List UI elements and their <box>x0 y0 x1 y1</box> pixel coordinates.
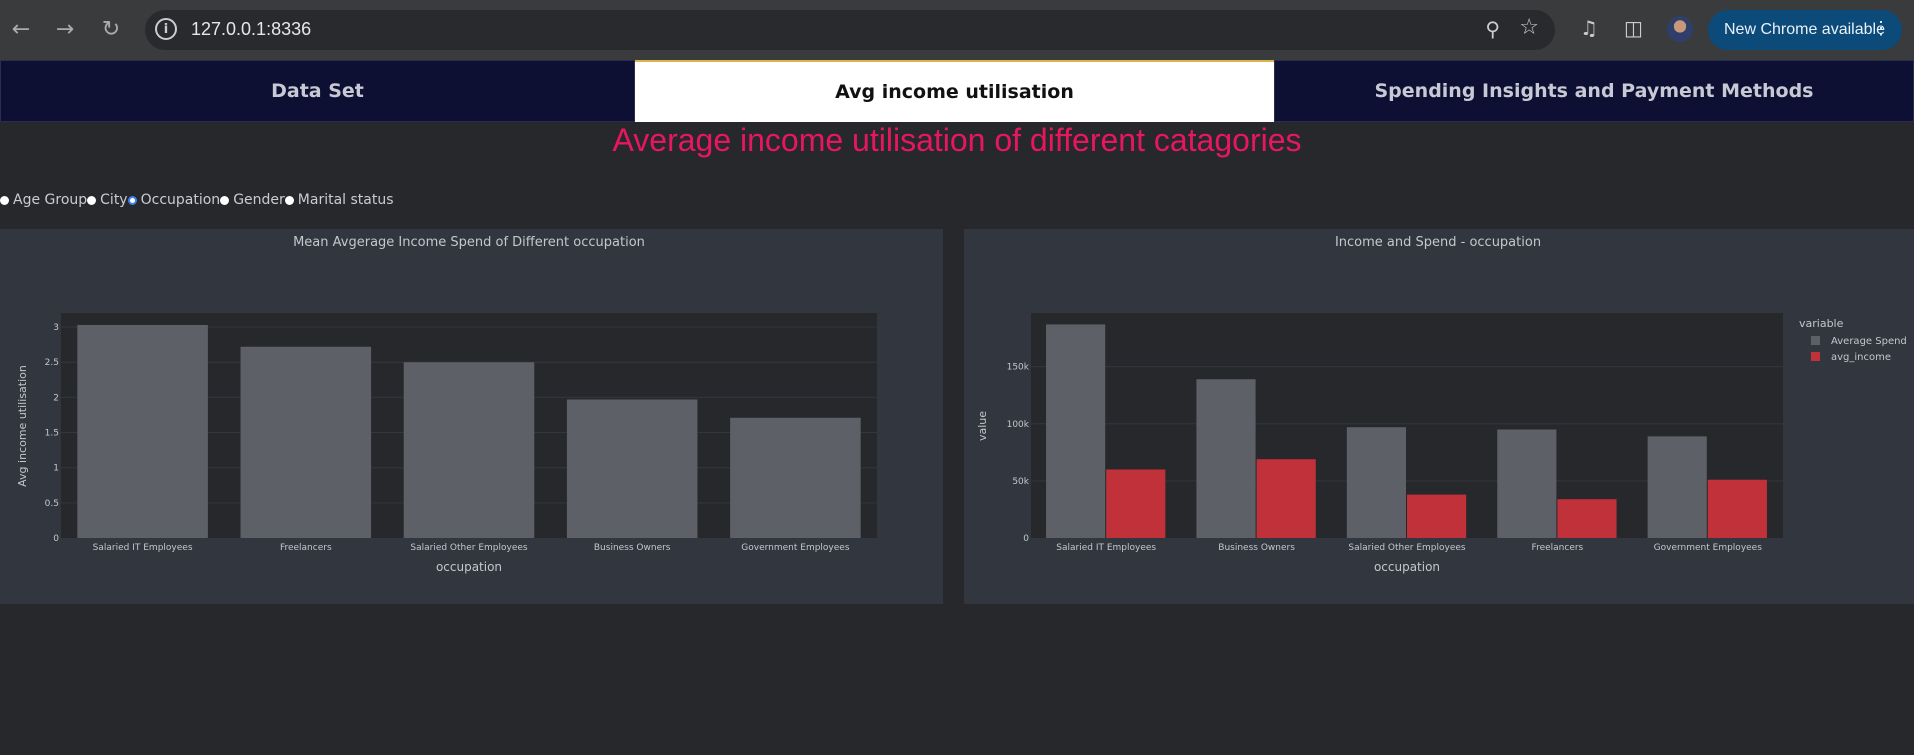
bar-avg-income[interactable] <box>1407 494 1467 538</box>
x-tick-label: Government Employees <box>1654 543 1763 553</box>
bar-average-spend[interactable] <box>1647 436 1707 538</box>
chart-title: Income and Spend - occupation <box>1335 235 1541 250</box>
bar-average-spend[interactable] <box>1346 427 1406 538</box>
tab-avg-income-utilisation[interactable]: Avg income utilisation <box>635 60 1274 122</box>
bar-average-spend[interactable] <box>1046 324 1106 538</box>
media-icon[interactable]: ♫ <box>1580 16 1598 40</box>
y-tick-label: 1.5 <box>45 429 59 439</box>
radio-gender[interactable]: Gender <box>220 192 285 208</box>
legend: variable Average Spend avg_income <box>1799 317 1907 363</box>
new-chrome-button[interactable]: New Chrome available ⋮ <box>1708 10 1902 50</box>
y-tick-label: 2.5 <box>45 358 59 368</box>
radio-label: Marital status <box>297 192 394 208</box>
page-title: Average income utilisation of different … <box>612 122 1302 158</box>
y-axis-label: value <box>976 411 989 441</box>
new-chrome-label: New Chrome available <box>1724 21 1885 38</box>
legend-swatch-avg-income[interactable] <box>1811 352 1820 361</box>
y-tick-label: 50k <box>1012 477 1029 487</box>
forward-arrow-icon[interactable]: → <box>55 16 75 42</box>
chart-panel-utilisation: Mean Avgerage Income Spend of Different … <box>0 229 943 604</box>
back-arrow-icon[interactable]: ← <box>11 16 31 42</box>
star-icon[interactable]: ☆ <box>1519 15 1539 40</box>
x-axis-label: occupation <box>1374 560 1440 574</box>
radio-button[interactable] <box>284 195 294 205</box>
bar-avg-income[interactable] <box>1707 479 1767 538</box>
bar-average-spend[interactable] <box>1497 429 1557 538</box>
radio-button[interactable] <box>87 195 97 205</box>
tab-bar: Data Set Avg income utilisation Spending… <box>0 60 1914 122</box>
radio-label: Age Group <box>13 192 88 208</box>
bar[interactable] <box>403 362 535 538</box>
tab-label: Data Set <box>271 80 364 102</box>
radio-label: Gender <box>233 192 285 208</box>
reload-icon[interactable]: ↻ <box>101 16 121 42</box>
more-icon[interactable]: ⋮ <box>1872 18 1890 38</box>
radio-button[interactable] <box>0 195 9 205</box>
x-tick-label: Salaried Other Employees <box>410 543 528 553</box>
tab-data-set[interactable]: Data Set <box>0 60 635 122</box>
y-tick-label: 2 <box>53 393 59 403</box>
radio-city[interactable]: City <box>87 192 128 208</box>
y-tick-label: 1 <box>53 464 59 474</box>
x-tick-label: Salaried Other Employees <box>1348 543 1466 553</box>
radio-marital-status[interactable]: Marital status <box>284 192 394 208</box>
utilisation-bar-chart: Mean Avgerage Income Spend of Different … <box>16 235 877 574</box>
category-radio-group: Age Group City Occupation Gender Marital… <box>0 190 394 210</box>
x-tick-label: Freelancers <box>1532 543 1584 553</box>
x-tick-label: Freelancers <box>280 543 332 553</box>
radio-button-selected[interactable] <box>127 195 137 205</box>
legend-title: variable <box>1799 317 1844 330</box>
url-text[interactable]: 127.0.0.1:8336 <box>191 19 312 39</box>
bar-avg-income[interactable] <box>1256 459 1316 538</box>
x-tick-label: Business Owners <box>594 543 671 553</box>
info-icon[interactable]: i <box>155 18 177 40</box>
y-axis-label: Avg income utilisation <box>16 365 29 487</box>
tab-label: Spending Insights and Payment Methods <box>1374 80 1814 102</box>
legend-label-avg-income[interactable]: avg_income <box>1831 352 1891 363</box>
radio-age-group[interactable]: Age Group <box>0 192 87 208</box>
legend-label-average-spend[interactable]: Average Spend <box>1831 336 1907 347</box>
y-tick-label: 0.5 <box>45 499 59 509</box>
bar[interactable] <box>730 417 861 538</box>
y-tick-label: 150k <box>1007 363 1030 373</box>
y-tick-label: 0 <box>1023 534 1029 544</box>
bar[interactable] <box>77 324 208 538</box>
radio-label: City <box>100 192 128 208</box>
y-tick-label: 0 <box>53 534 59 544</box>
side-panel-icon[interactable]: ◫ <box>1624 16 1643 40</box>
browser-toolbar: ← → ↻ i 127.0.0.1:8336 ⚲ ☆ ♫ ◫ New Chrom… <box>0 0 1914 60</box>
bar[interactable] <box>566 399 698 538</box>
x-tick-label: Government Employees <box>741 543 850 553</box>
bar[interactable] <box>240 346 372 538</box>
bar-avg-income[interactable] <box>1557 499 1617 538</box>
bar-avg-income[interactable] <box>1106 469 1166 538</box>
bar-average-spend[interactable] <box>1196 379 1256 538</box>
zoom-icon[interactable]: ⚲ <box>1485 17 1500 41</box>
y-tick-label: 100k <box>1007 420 1030 430</box>
chart-panel-income-spend: Income and Spend - occupation 0 50k 100k 15… <box>964 229 1914 604</box>
tab-spending-insights[interactable]: Spending Insights and Payment Methods <box>1274 60 1914 122</box>
x-tick-label: Salaried IT Employees <box>93 543 193 553</box>
radio-button[interactable] <box>220 195 230 205</box>
tab-label: Avg income utilisation <box>835 81 1074 103</box>
y-tick-label: 3 <box>53 323 59 333</box>
radio-occupation[interactable]: Occupation <box>127 192 221 208</box>
avatar[interactable] <box>1667 16 1693 42</box>
x-tick-label: Salaried IT Employees <box>1056 543 1156 553</box>
chart-title: Mean Avgerage Income Spend of Different … <box>293 235 645 250</box>
x-axis-label: occupation <box>436 560 502 574</box>
legend-swatch-average-spend[interactable] <box>1811 336 1820 345</box>
radio-label: Occupation <box>140 192 221 208</box>
income-spend-bar-chart: Income and Spend - occupation 0 50k 100k 15… <box>976 235 1907 574</box>
address-bar[interactable]: i 127.0.0.1:8336 ⚲ ☆ <box>145 10 1555 50</box>
x-tick-label: Business Owners <box>1218 543 1295 553</box>
